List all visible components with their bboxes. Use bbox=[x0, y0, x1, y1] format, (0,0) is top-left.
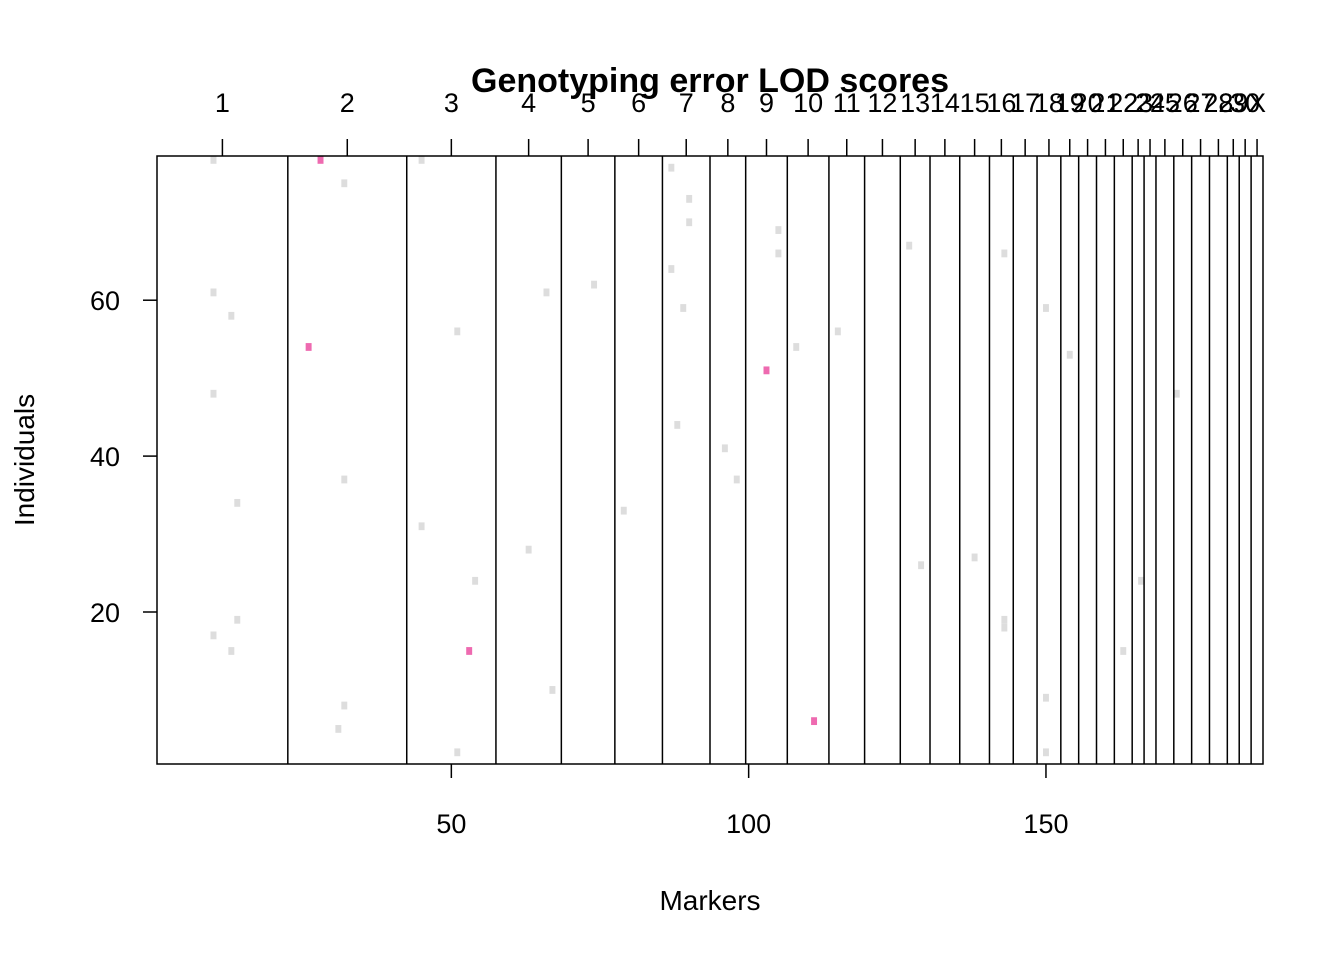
heatmap-cell bbox=[210, 631, 217, 640]
x-tick-label: 100 bbox=[726, 809, 771, 839]
heatmap-cell bbox=[1138, 576, 1145, 585]
heatmap-cell bbox=[1066, 350, 1073, 359]
chromosome-label: 20 bbox=[1073, 88, 1103, 118]
chromosome-label: 9 bbox=[759, 88, 774, 118]
heatmap-cell bbox=[210, 288, 217, 297]
heatmap-cell bbox=[834, 327, 841, 336]
heatmap-cell bbox=[317, 156, 324, 164]
chromosome-label: 13 bbox=[900, 88, 930, 118]
chromosome-label: 5 bbox=[581, 88, 596, 118]
heatmap-cell bbox=[418, 522, 425, 531]
heatmap-cell bbox=[793, 343, 800, 351]
chromosome-label: 10 bbox=[793, 88, 823, 118]
heatmap-cell bbox=[418, 156, 425, 164]
heatmap-cell bbox=[341, 701, 348, 710]
chromosome-label: 16 bbox=[986, 88, 1016, 118]
heatmap-cell bbox=[234, 615, 241, 624]
chromosome-label: 6 bbox=[631, 88, 646, 118]
heatmap-cell bbox=[674, 421, 681, 429]
chromosome-label: 8 bbox=[720, 88, 735, 118]
chromosome-label: 3 bbox=[444, 88, 459, 118]
chromosome-label: 14 bbox=[930, 88, 960, 118]
chromosome-label: 12 bbox=[867, 88, 897, 118]
chromosome-label: 22 bbox=[1108, 88, 1138, 118]
heatmap-cell bbox=[775, 249, 782, 258]
heatmap-cell bbox=[341, 179, 348, 188]
heatmap-cell bbox=[1042, 693, 1049, 702]
chromosome-label: 27 bbox=[1186, 88, 1216, 118]
x-tick-label: 150 bbox=[1023, 809, 1068, 839]
heatmap-cell bbox=[686, 194, 693, 203]
chromosome-label: 21 bbox=[1090, 88, 1120, 118]
y-tick-label: 60 bbox=[90, 286, 120, 316]
heatmap-cell bbox=[335, 725, 342, 733]
heatmap-cell bbox=[466, 647, 473, 655]
heatmap-cell bbox=[341, 475, 348, 484]
heatmap-cell bbox=[1001, 615, 1008, 624]
heatmap-cell bbox=[775, 226, 782, 234]
chromosome-label: 19 bbox=[1055, 88, 1085, 118]
heatmap-cell bbox=[305, 343, 312, 351]
chromosome-label: 30 bbox=[1230, 88, 1260, 118]
heatmap-cell bbox=[228, 647, 235, 655]
heatmap-cell bbox=[210, 389, 217, 398]
heatmap-cell bbox=[686, 218, 693, 227]
heatmap-cell bbox=[591, 280, 598, 289]
heatmap-cell bbox=[763, 366, 770, 375]
chromosome-label: 7 bbox=[679, 88, 694, 118]
heatmap-cell bbox=[549, 686, 556, 694]
chromosome-label: 17 bbox=[1010, 88, 1040, 118]
heatmap-cell bbox=[210, 156, 217, 164]
chromosome-label: 4 bbox=[521, 88, 536, 118]
chromosome-label: 15 bbox=[960, 88, 990, 118]
heatmap-cell bbox=[906, 241, 913, 250]
heatmap-cell bbox=[1042, 748, 1049, 757]
heatmap-cell bbox=[620, 506, 627, 515]
heatmap-cell bbox=[971, 553, 978, 562]
heatmap-cell bbox=[234, 498, 241, 507]
chromosome-label: 18 bbox=[1034, 88, 1064, 118]
heatmap-cell bbox=[1001, 623, 1008, 632]
heatmap-cell bbox=[228, 311, 235, 320]
heatmap-cell bbox=[721, 444, 728, 453]
heatmap-cell bbox=[454, 748, 461, 757]
heatmap-cell bbox=[811, 717, 818, 726]
chromosome-label: 26 bbox=[1168, 88, 1198, 118]
chromosome-label: 1 bbox=[215, 88, 230, 118]
plot-frame bbox=[156, 155, 1264, 765]
chromosome-label: 24 bbox=[1135, 88, 1165, 118]
heatmap-cell bbox=[1042, 304, 1049, 312]
chromosome-label: 11 bbox=[833, 88, 861, 118]
heatmap-cell bbox=[543, 288, 550, 297]
heatmap-cell bbox=[454, 327, 461, 336]
y-axis-title: Individuals bbox=[9, 394, 40, 526]
heatmap-cell bbox=[1001, 249, 1008, 258]
x-tick-label: 50 bbox=[436, 809, 466, 839]
chromosome-label: 23 bbox=[1123, 88, 1153, 118]
cells-layer bbox=[210, 156, 1180, 757]
heatmap-cell bbox=[668, 265, 675, 273]
chromosome-axis: 1 2 3 4 5 6 7 8 9 10 11 12 13 14 151617181920212223242… bbox=[215, 88, 1266, 156]
x-axis: 50 100 150 bbox=[436, 764, 1068, 839]
chromosome-label: 2 bbox=[340, 88, 355, 118]
x-axis-title: Markers bbox=[659, 885, 760, 916]
heatmap-cell bbox=[680, 304, 687, 312]
heatmap-cell bbox=[668, 163, 675, 172]
heatmap-cell bbox=[1120, 647, 1127, 655]
y-tick-label: 20 bbox=[90, 598, 120, 628]
heatmap-cell bbox=[1173, 389, 1180, 398]
heatmap-cell bbox=[525, 545, 532, 554]
chart-title: Genotyping error LOD scores bbox=[471, 62, 949, 100]
y-axis: 20 40 60 bbox=[90, 286, 157, 628]
chromosome-label: X bbox=[1248, 88, 1266, 118]
chromosome-label: 25 bbox=[1150, 88, 1180, 118]
heatmap-cell bbox=[733, 475, 740, 484]
chromosome-label: 28 bbox=[1203, 88, 1233, 118]
heatmap-cell bbox=[918, 561, 925, 570]
chromosome-dividers bbox=[287, 156, 1252, 764]
y-tick-label: 40 bbox=[90, 442, 120, 472]
chromosome-label: 29 bbox=[1218, 88, 1248, 118]
heatmap-cell bbox=[472, 576, 479, 585]
